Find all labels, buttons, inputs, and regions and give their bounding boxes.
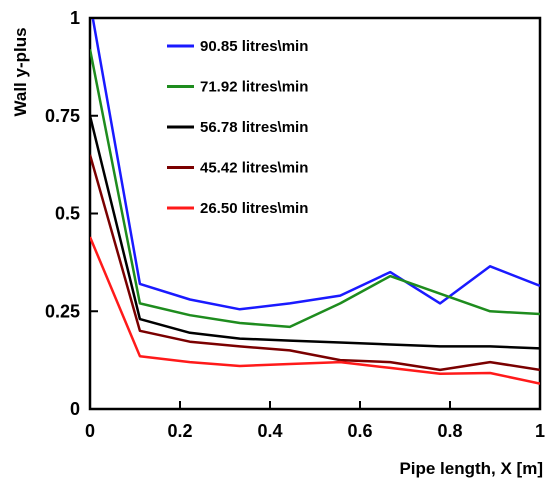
series-layer — [90, 18, 540, 385]
series-line-4 — [90, 154, 540, 372]
x-tick-label: 0.2 — [167, 421, 192, 441]
x-axis: 0 0.2 0.4 0.6 0.8 1 — [85, 401, 545, 441]
series-line-3 — [90, 115, 540, 350]
series-line-1 — [91, 18, 540, 311]
series-line-2 — [90, 49, 540, 329]
legend-label-3: 56.78 litres\min — [200, 119, 308, 136]
legend-label-2: 71.92 litres\min — [200, 79, 308, 96]
legend: 90.85 litres\min 71.92 litres\min 56.78 li… — [167, 38, 308, 217]
series-line-5 — [90, 236, 540, 385]
x-axis-title: Pipe length, X [m] — [399, 459, 543, 478]
y-tick-label: 0.75 — [45, 106, 80, 126]
x-tick-label: 0.6 — [347, 421, 372, 441]
legend-label-4: 45.42 litres\min — [200, 160, 308, 177]
x-tick-label: 0.4 — [257, 421, 282, 441]
y-tick-label: 0.25 — [45, 301, 80, 321]
y-tick-label: 0 — [70, 399, 80, 419]
legend-label-5: 26.50 litres\min — [200, 200, 308, 217]
x-tick-label: 0 — [85, 421, 95, 441]
legend-label-1: 90.85 litres\min — [200, 38, 308, 55]
y-tick-label: 1 — [70, 8, 80, 28]
plot-frame — [88, 16, 542, 411]
y-axis: 0 0.25 0.5 0.75 1 — [45, 8, 98, 419]
x-tick-label: 0.8 — [437, 421, 462, 441]
x-tick-label: 1 — [535, 421, 545, 441]
y-tick-label: 0.5 — [55, 204, 80, 224]
plot-area — [88, 16, 542, 411]
y-axis-title: Wall y-plus — [11, 27, 30, 116]
